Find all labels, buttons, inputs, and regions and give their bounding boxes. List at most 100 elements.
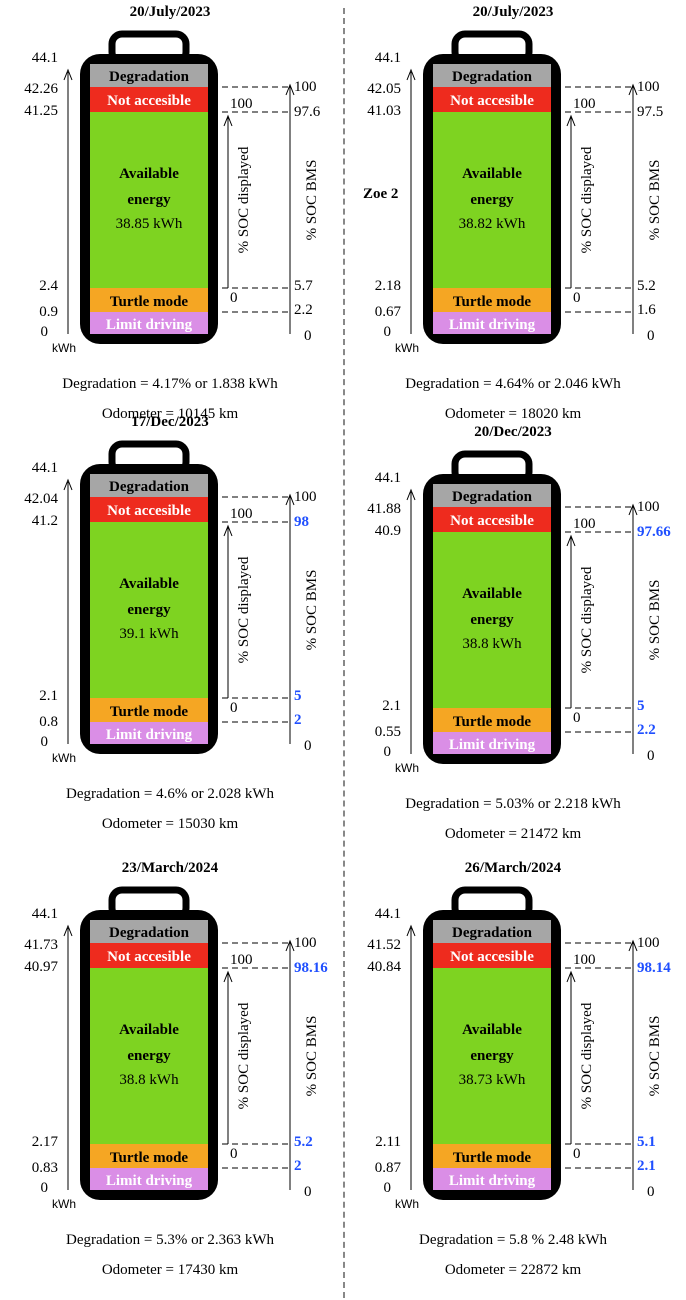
battery-diagram: Degradation Not accesible Available energy 3… [367, 450, 671, 775]
soc-bms-top-label: 100 [637, 935, 660, 951]
soc-bms-axis-arrow [628, 939, 638, 952]
panel-date-title: 17/Dec/2023 [131, 414, 209, 430]
soc-bms-turtle-label: 5.2 [637, 278, 656, 294]
turtle-mode-segment [90, 1144, 208, 1168]
kwh-not-accessible-label: 42.04 [24, 491, 58, 507]
soc-bms-limit-label: 2.2 [637, 722, 656, 738]
kwh-turtle-label: 2.1 [382, 698, 401, 714]
soc-displayed-bottom-label: 0 [230, 290, 238, 306]
kwh-zero-label: 0 [384, 744, 392, 760]
odometer-caption: Odometer = 15030 km [101, 816, 239, 832]
soc-bms-zero-label: 0 [304, 1184, 312, 1200]
soc-bms-zero-label: 0 [647, 328, 655, 344]
odometer-caption: Odometer = 10145 km [101, 406, 239, 422]
available-label-line1: Available [462, 166, 522, 182]
kwh-not-accessible-label: 41.52 [367, 937, 401, 953]
kwh-max-label: 44.1 [375, 50, 401, 66]
panel-date-title: 23/March/2024 [121, 860, 219, 876]
soc-bms-limit-label: 2 [294, 712, 302, 728]
soc-displayed-top-label: 100 [230, 96, 253, 112]
degradation-label: Degradation [452, 925, 533, 941]
battery-diagram: Degradation Not accesible Available energy 3… [367, 886, 671, 1211]
kwh-max-label: 44.1 [32, 50, 58, 66]
kwh-max-label: 44.1 [32, 906, 58, 922]
soc-bms-top-label: 100 [637, 79, 660, 95]
available-label-line1: Available [462, 1022, 522, 1038]
available-label-line2: energy [470, 192, 514, 208]
soc-displayed-axis-arrow [566, 534, 576, 547]
soc-bms-limit-label: 1.6 [637, 302, 656, 318]
soc-displayed-bottom-label: 0 [573, 290, 581, 306]
available-energy-segment [90, 112, 208, 288]
turtle-mode-segment [433, 288, 551, 312]
kwh-axis-arrow [63, 924, 73, 937]
kwh-usable-label: 40.97 [24, 959, 58, 975]
degradation-caption: Degradation = 4.64% or 2.046 kWh [405, 376, 621, 392]
soc-displayed-bottom-label: 0 [573, 1146, 581, 1162]
battery-panel: 20/Dec/2023 Degradation Not accesible Avail… [343, 424, 683, 854]
turtle-mode-segment [90, 698, 208, 722]
turtle-mode-segment [433, 1144, 551, 1168]
kwh-limit-label: 0.9 [39, 304, 58, 320]
kwh-zero-label: 0 [384, 1180, 392, 1196]
turtle-mode-label: Turtle mode [110, 294, 189, 310]
soc-bms-axis-title: % SOC BMS [647, 580, 663, 661]
degradation-segment [90, 920, 208, 943]
kwh-axis-arrow [406, 488, 416, 501]
panel-date-title: 20/July/2023 [129, 4, 211, 20]
turtle-mode-segment [433, 708, 551, 732]
kwh-axis-arrow [406, 924, 416, 937]
soc-displayed-axis-title: % SOC displayed [236, 146, 252, 253]
limit-driving-label: Limit driving [106, 317, 193, 333]
available-label-line1: Available [119, 1022, 179, 1038]
battery-panel: 20/July/2023 Degradation Not accesible Avai… [343, 4, 683, 434]
kwh-usable-label: 40.9 [375, 523, 401, 539]
column-divider [343, 8, 345, 1298]
available-label-line2: energy [470, 1048, 514, 1064]
soc-displayed-top-label: 100 [230, 506, 253, 522]
kwh-not-accessible-label: 41.88 [367, 501, 401, 517]
available-label-line2: energy [127, 192, 171, 208]
degradation-segment [90, 64, 208, 87]
kwh-unit-label: kWh [395, 341, 419, 355]
soc-bms-axis-arrow [628, 503, 638, 516]
degradation-segment [90, 474, 208, 497]
soc-displayed-axis-arrow [223, 524, 233, 537]
limit-driving-segment [433, 1168, 551, 1190]
available-label-line1: Available [119, 576, 179, 592]
soc-displayed-axis-arrow [566, 970, 576, 983]
available-energy-segment [433, 112, 551, 288]
degradation-caption: Degradation = 4.17% or 1.838 kWh [62, 376, 278, 392]
degradation-label: Degradation [109, 479, 190, 495]
soc-displayed-axis-arrow [223, 970, 233, 983]
battery-side-label: Zoe 2 [363, 186, 398, 202]
turtle-mode-label: Turtle mode [110, 704, 189, 720]
kwh-limit-label: 0.87 [375, 1160, 402, 1176]
not-accessible-segment [90, 497, 208, 522]
kwh-usable-label: 41.03 [367, 103, 401, 119]
soc-bms-top-label: 100 [294, 935, 317, 951]
turtle-mode-label: Turtle mode [453, 714, 532, 730]
kwh-zero-label: 0 [41, 734, 49, 750]
limit-driving-segment [90, 1168, 208, 1190]
soc-displayed-axis-title: % SOC displayed [579, 1002, 595, 1109]
available-energy-value: 38.85 kWh [116, 216, 183, 232]
battery-diagram: Degradation Not accesible Available energy 3… [24, 440, 320, 765]
degradation-caption: Degradation = 5.8 % 2.48 kWh [419, 1232, 607, 1248]
panel-date-title: 20/Dec/2023 [474, 424, 552, 440]
soc-bms-axis-arrow [285, 83, 295, 96]
soc-displayed-top-label: 100 [230, 952, 253, 968]
battery-panel: 17/Dec/2023 Degradation Not accesible Avail… [0, 414, 340, 844]
soc-bms-usable-label: 98.16 [294, 960, 328, 976]
kwh-limit-label: 0.83 [32, 1160, 58, 1176]
limit-driving-label: Limit driving [106, 727, 193, 743]
soc-bms-zero-label: 0 [304, 328, 312, 344]
kwh-axis-arrow [406, 68, 416, 81]
limit-driving-label: Limit driving [106, 1173, 193, 1189]
available-label-line2: energy [127, 1048, 171, 1064]
available-energy-value: 38.82 kWh [459, 216, 526, 232]
kwh-turtle-label: 2.17 [32, 1134, 59, 1150]
odometer-caption: Odometer = 18020 km [444, 406, 582, 422]
kwh-turtle-label: 2.1 [39, 688, 58, 704]
soc-bms-top-label: 100 [294, 79, 317, 95]
